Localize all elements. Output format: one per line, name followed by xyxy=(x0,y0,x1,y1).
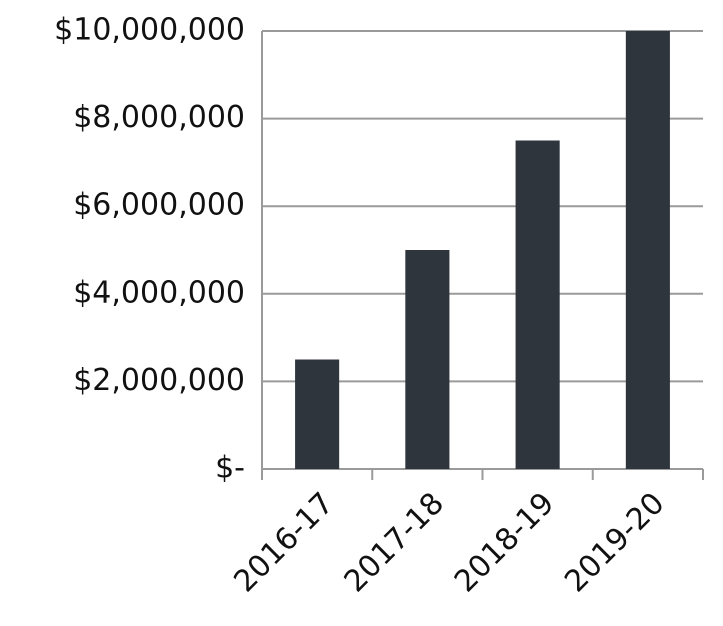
bar xyxy=(295,359,340,469)
y-tick-label: $2,000,000 xyxy=(73,363,245,398)
bar xyxy=(405,250,450,469)
bar xyxy=(515,140,560,469)
y-tick-label: $10,000,000 xyxy=(54,13,245,48)
x-tick-label: 2017-18 xyxy=(338,486,451,599)
y-tick-label: $6,000,000 xyxy=(73,188,245,223)
y-tick-label: $- xyxy=(215,451,245,486)
x-tick-label: 2018-19 xyxy=(448,486,561,599)
bar xyxy=(625,31,670,469)
x-tick-label: 2016-17 xyxy=(227,486,340,599)
y-tick-label: $4,000,000 xyxy=(73,275,245,310)
y-tick-label: $8,000,000 xyxy=(73,100,245,135)
x-tick-label: 2019-20 xyxy=(558,486,671,599)
